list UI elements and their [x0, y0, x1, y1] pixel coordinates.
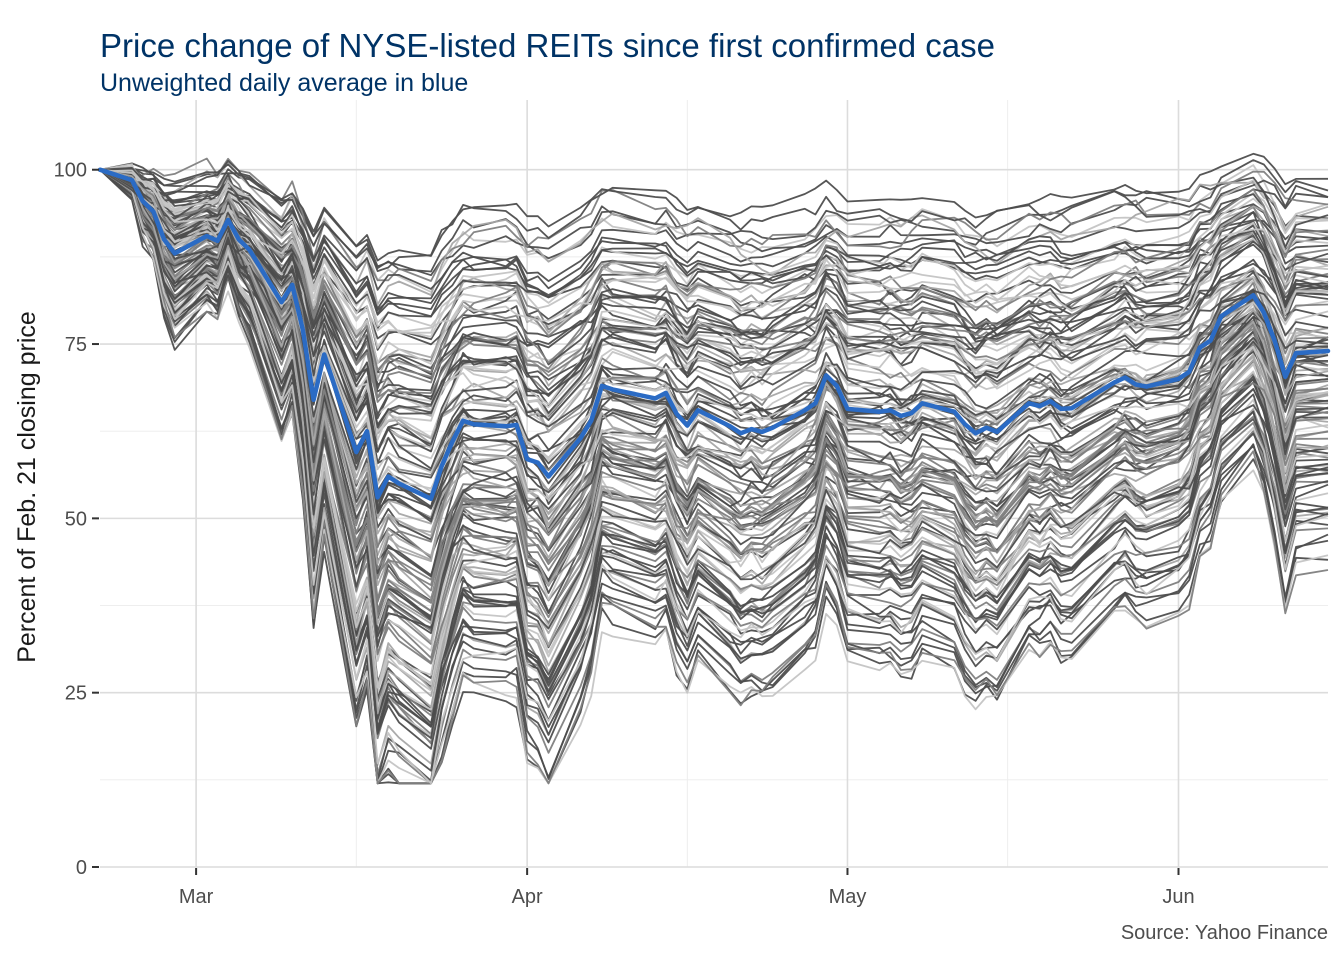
reit-series-line	[99, 168, 1329, 374]
y-tick-label: 75	[65, 334, 87, 356]
reit-series-line	[99, 168, 1329, 565]
reit-series-line	[99, 168, 1329, 470]
y-tick-label: 0	[76, 857, 87, 879]
reit-series-line	[99, 159, 1329, 272]
y-tick-label: 100	[54, 160, 87, 182]
reit-series-line	[99, 157, 1329, 282]
reit-series-line	[99, 168, 1329, 750]
x-tick-label: Jun	[1162, 886, 1194, 908]
x-tick-label: Mar	[179, 886, 214, 908]
reit-series-line	[99, 168, 1329, 523]
x-tick-label: May	[829, 886, 867, 908]
reit-series-line	[99, 168, 1329, 380]
reit-series-line	[99, 168, 1329, 638]
reit-series-line	[99, 168, 1329, 626]
reit-series-line	[99, 168, 1329, 333]
chart-caption: Source: Yahoo Finance	[1121, 922, 1328, 944]
chart-title: Price change of NYSE-listed REITs since …	[100, 27, 995, 64]
average-series-layer	[97, 167, 1331, 502]
average-series-line	[97, 167, 1331, 502]
x-axis: Mar Apr May Jun	[179, 868, 1195, 908]
reit-series-line	[99, 168, 1329, 715]
y-axis: 0 25 50 75 100	[54, 160, 99, 879]
reit-series-line	[99, 168, 1329, 401]
reit-series-line	[99, 168, 1329, 576]
reit-series-line	[99, 168, 1329, 416]
individual-reit-series	[99, 152, 1329, 785]
reit-series-line	[99, 168, 1329, 365]
reit-series-line	[99, 168, 1329, 648]
reit-series-line	[99, 162, 1329, 273]
y-tick-label: 50	[65, 508, 87, 530]
y-tick-label: 25	[65, 683, 87, 705]
reit-series-line	[99, 152, 1329, 262]
x-tick-label: Apr	[512, 886, 543, 908]
chart-subtitle: Unweighted daily average in blue	[100, 69, 468, 97]
reit-series-line	[99, 168, 1329, 785]
reit-series-line	[99, 168, 1329, 785]
y-axis-title: Percent of Feb. 21 closing price	[13, 311, 41, 663]
